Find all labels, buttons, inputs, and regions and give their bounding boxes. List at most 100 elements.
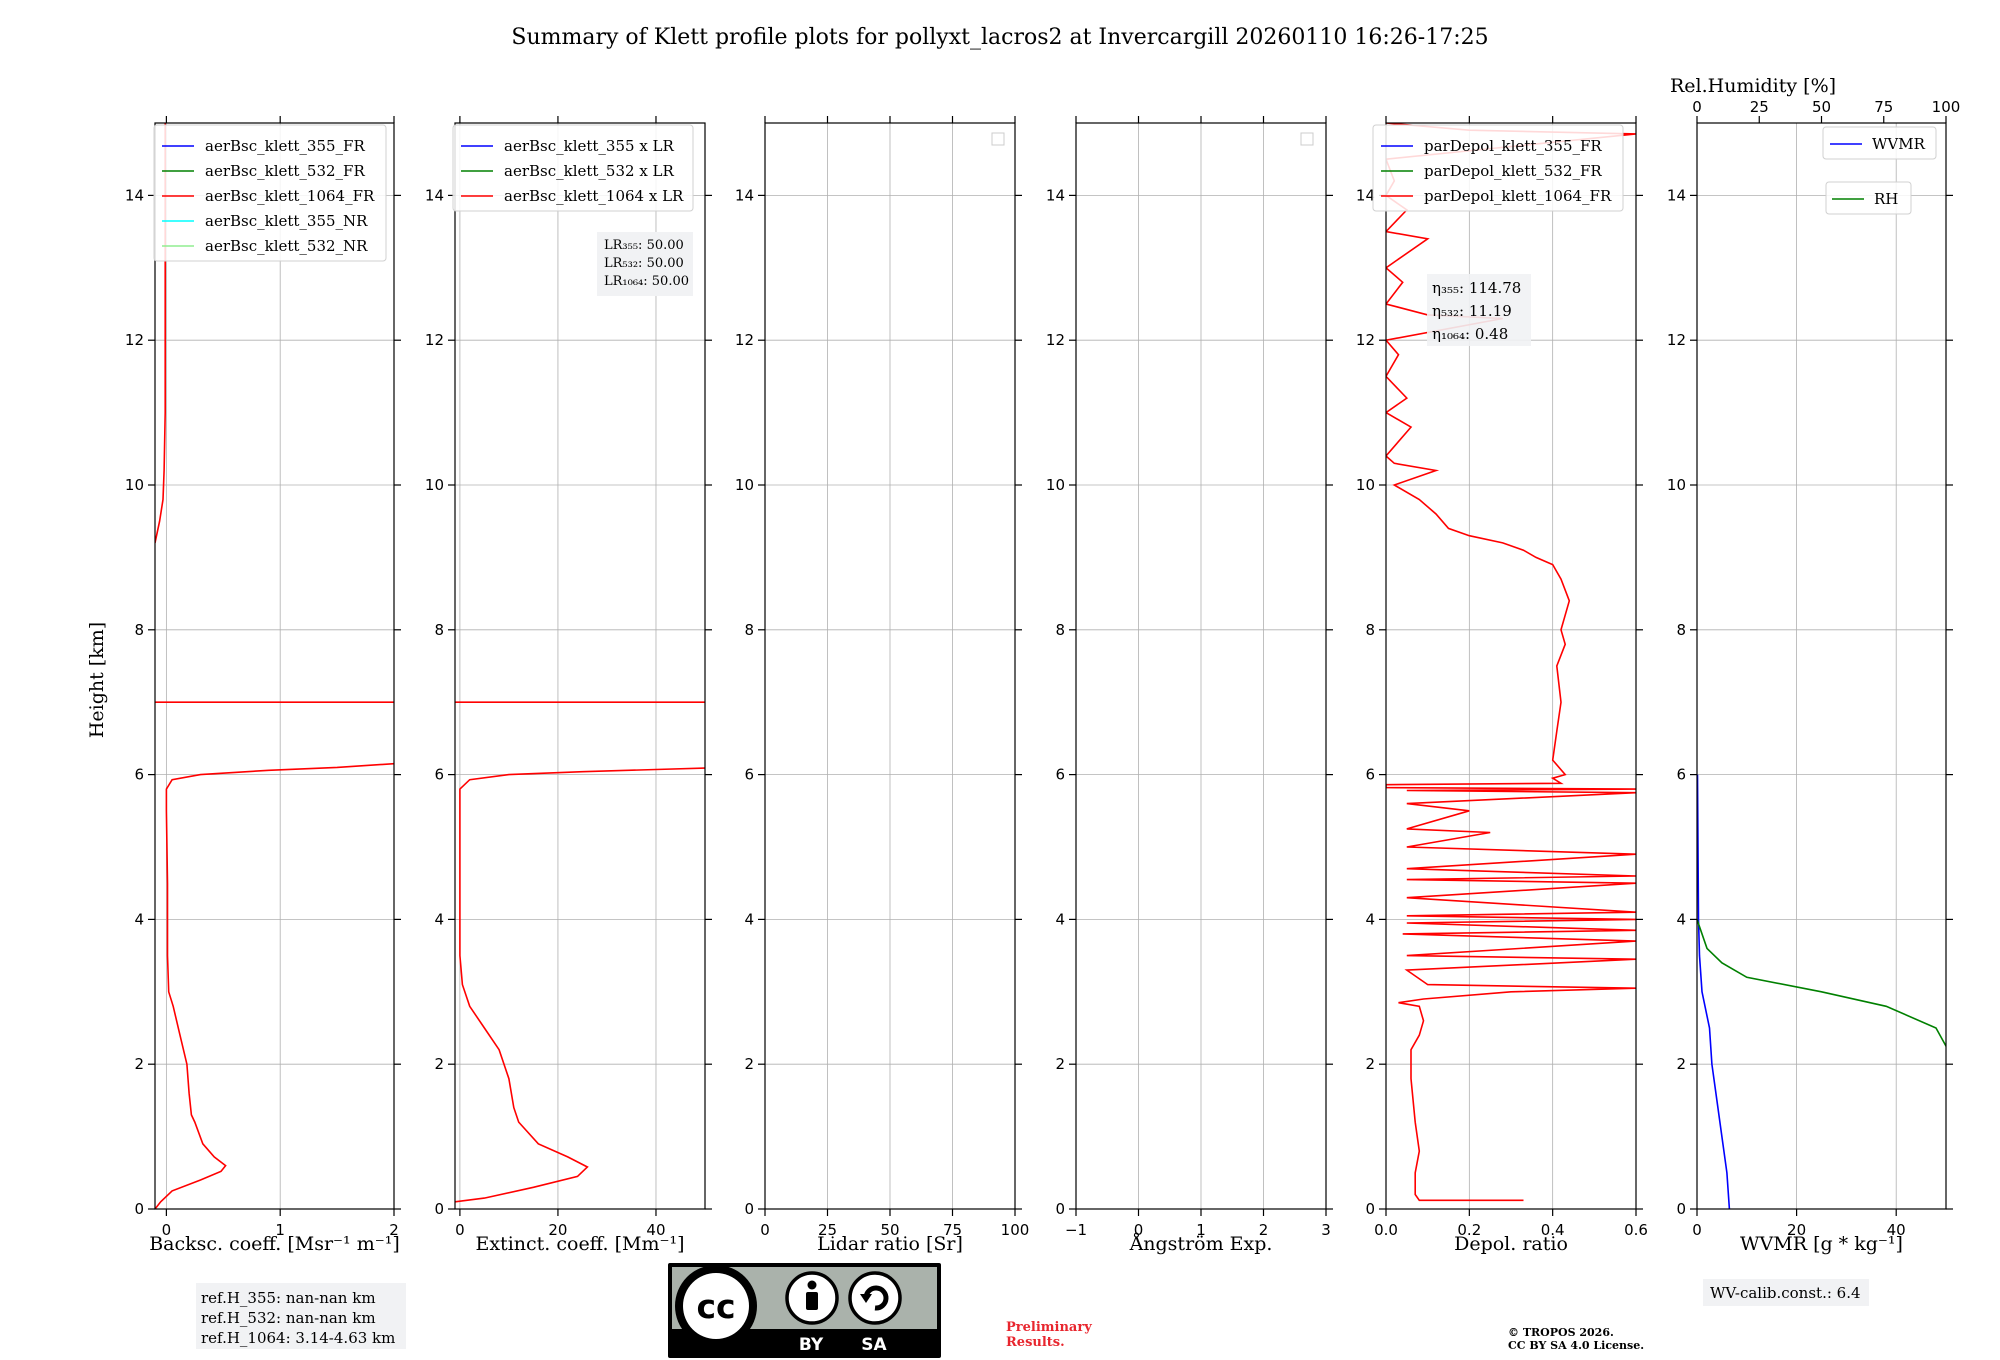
y-tick-label: 6 <box>1055 766 1065 784</box>
lr532-text: LR₅₃₂: 50.00 <box>604 256 684 271</box>
y-tick-label: 2 <box>1055 1055 1065 1073</box>
series-line-WVMR <box>1697 774 1731 1209</box>
x-tick-label: 0.6 <box>1624 1221 1648 1239</box>
y-tick-label: 10 <box>1356 476 1375 494</box>
legend-entry: RH <box>1874 190 1898 208</box>
x-tick-label: 1 <box>1196 1221 1206 1239</box>
backscatter-x-axis-label: Backsc. coeff. [Msr⁻¹ m⁻¹] <box>149 1233 400 1255</box>
lr1064-text: LR₁₀₆₄: 50.00 <box>604 274 689 289</box>
y-tick-label: 6 <box>434 766 444 784</box>
x-tick-label: 0.2 <box>1457 1221 1481 1239</box>
y-tick-label: 12 <box>1356 331 1375 349</box>
x-tick-label: 0 <box>162 1221 172 1239</box>
license-text: CC BY SA 4.0 License. <box>1508 1339 1644 1352</box>
y-tick-label: 2 <box>744 1055 754 1073</box>
y-tick-label: 0 <box>434 1200 444 1218</box>
x-tick-label: 20 <box>1787 1221 1806 1239</box>
y-tick-label: 0 <box>744 1200 754 1218</box>
y-tick-label: 8 <box>1365 621 1375 639</box>
empty-legend-marker <box>1300 132 1314 146</box>
y-tick-label: 12 <box>1667 331 1686 349</box>
legend-entry: parDepol_klett_532_FR <box>1424 162 1602 180</box>
y-tick-label: 14 <box>735 186 754 204</box>
preliminary-label-2: Results. <box>1006 1335 1065 1350</box>
wv-calib-text: WV-calib.const.: 6.4 <box>1710 1284 1861 1302</box>
y-tick-label: 14 <box>425 186 444 204</box>
axes-frame <box>154 122 395 1210</box>
rh-x-tick-label: 50 <box>1812 98 1831 116</box>
legend-entry: aerBsc_klett_1064 x LR <box>504 187 684 205</box>
x-tick-label: 0 <box>1692 1221 1702 1239</box>
rh-x-tick-label: 0 <box>1692 98 1702 116</box>
lidar-ratio-box: LR₃₅₅: 50.00 LR₅₃₂: 50.00 LR₁₀₆₄: 50.00 <box>597 232 693 296</box>
preliminary-label: Preliminary <box>1006 1320 1092 1335</box>
eta-box: η₃₅₅: 114.78 η₅₃₂: 11.19 η₁₀₆₄: 0.48 <box>1427 274 1531 346</box>
legend-entry: aerBsc_klett_355 x LR <box>504 137 675 155</box>
legend-entry: WVMR <box>1872 135 1926 153</box>
cc-by-text: BY <box>799 1335 824 1355</box>
legend-entry: aerBsc_klett_532 x LR <box>504 162 675 180</box>
y-tick-label: 10 <box>735 476 754 494</box>
series-line-RH <box>1697 919 1946 1048</box>
legend-entry: parDepol_klett_1064_FR <box>1424 187 1612 205</box>
rh-x-tick-label: 25 <box>1750 98 1769 116</box>
y-tick-label: 14 <box>1667 186 1686 204</box>
y-tick-label: 10 <box>425 476 444 494</box>
x-tick-label: 2 <box>1259 1221 1269 1239</box>
y-tick-label: 4 <box>1365 910 1375 928</box>
x-tick-label: 50 <box>880 1221 899 1239</box>
y-tick-label: 10 <box>1046 476 1065 494</box>
rh-x-tick-label: 100 <box>1932 98 1961 116</box>
depol-x-axis-label: Depol. ratio <box>1454 1233 1568 1255</box>
y-tick-label: 8 <box>134 621 144 639</box>
series-line-parDepol_klett_1064_FR <box>1386 123 1636 1202</box>
x-tick-label: 0 <box>455 1221 465 1239</box>
y-tick-label: 6 <box>134 766 144 784</box>
rh-x-tick-label: 75 <box>1874 98 1893 116</box>
wvmr-x-axis-label: WVMR [g * kg⁻¹] <box>1740 1233 1903 1255</box>
y-tick-label: 2 <box>434 1055 444 1073</box>
eta355-text: η₃₅₅: 114.78 <box>1432 279 1521 297</box>
x-tick-label: 0 <box>1134 1221 1144 1239</box>
x-tick-label: 1 <box>275 1221 285 1239</box>
y-tick-label: 4 <box>134 910 144 928</box>
series-line-aerBsc_klett_1064 x LR <box>455 767 705 1203</box>
svg-text:cc: cc <box>696 1287 735 1326</box>
wvmr-legend: WVMR <box>1822 126 1937 160</box>
cc-license-badge: cc BY SA <box>668 1263 941 1358</box>
axes-frame <box>1385 122 1637 1210</box>
x-tick-label: 40 <box>1887 1221 1906 1239</box>
refh532-text: ref.H_532: nan-nan km <box>201 1309 376 1327</box>
y-tick-label: 4 <box>744 910 754 928</box>
y-tick-label: 14 <box>1356 186 1375 204</box>
y-tick-label: 4 <box>1676 910 1686 928</box>
y-tick-label: 0 <box>1365 1200 1375 1218</box>
rh-legend: RH <box>1825 181 1912 215</box>
x-tick-label: 0.0 <box>1374 1221 1398 1239</box>
y-tick-label: 8 <box>434 621 444 639</box>
figure-title: Summary of Klett profile plots for polly… <box>511 25 1488 50</box>
x-tick-label: 2 <box>389 1221 399 1239</box>
share-alike-icon <box>848 1271 902 1325</box>
y-tick-label: 10 <box>1667 476 1686 494</box>
y-tick-label: 14 <box>1046 186 1065 204</box>
y-tick-label: 12 <box>1046 331 1065 349</box>
series-line-aerBsc_klett_1064_FR <box>155 762 394 1209</box>
reference-height-box: ref.H_355: nan-nan km ref.H_532: nan-nan… <box>196 1283 406 1349</box>
x-tick-label: 25 <box>818 1221 837 1239</box>
legend-entry: aerBsc_klett_532_FR <box>205 162 365 180</box>
y-tick-label: 2 <box>1676 1055 1686 1073</box>
x-tick-label: −1 <box>1065 1221 1087 1239</box>
eta1064-text: η₁₀₆₄: 0.48 <box>1432 325 1508 343</box>
axes-frame <box>454 122 706 1210</box>
x-tick-label: 0.4 <box>1541 1221 1565 1239</box>
extinction-x-axis-label: Extinct. coeff. [Mm⁻¹] <box>475 1233 684 1255</box>
y-tick-label: 8 <box>1055 621 1065 639</box>
legend-entry: aerBsc_klett_355_NR <box>205 212 368 230</box>
y-tick-label: 4 <box>434 910 444 928</box>
y-tick-label: 0 <box>1055 1200 1065 1218</box>
x-tick-label: 40 <box>646 1221 665 1239</box>
